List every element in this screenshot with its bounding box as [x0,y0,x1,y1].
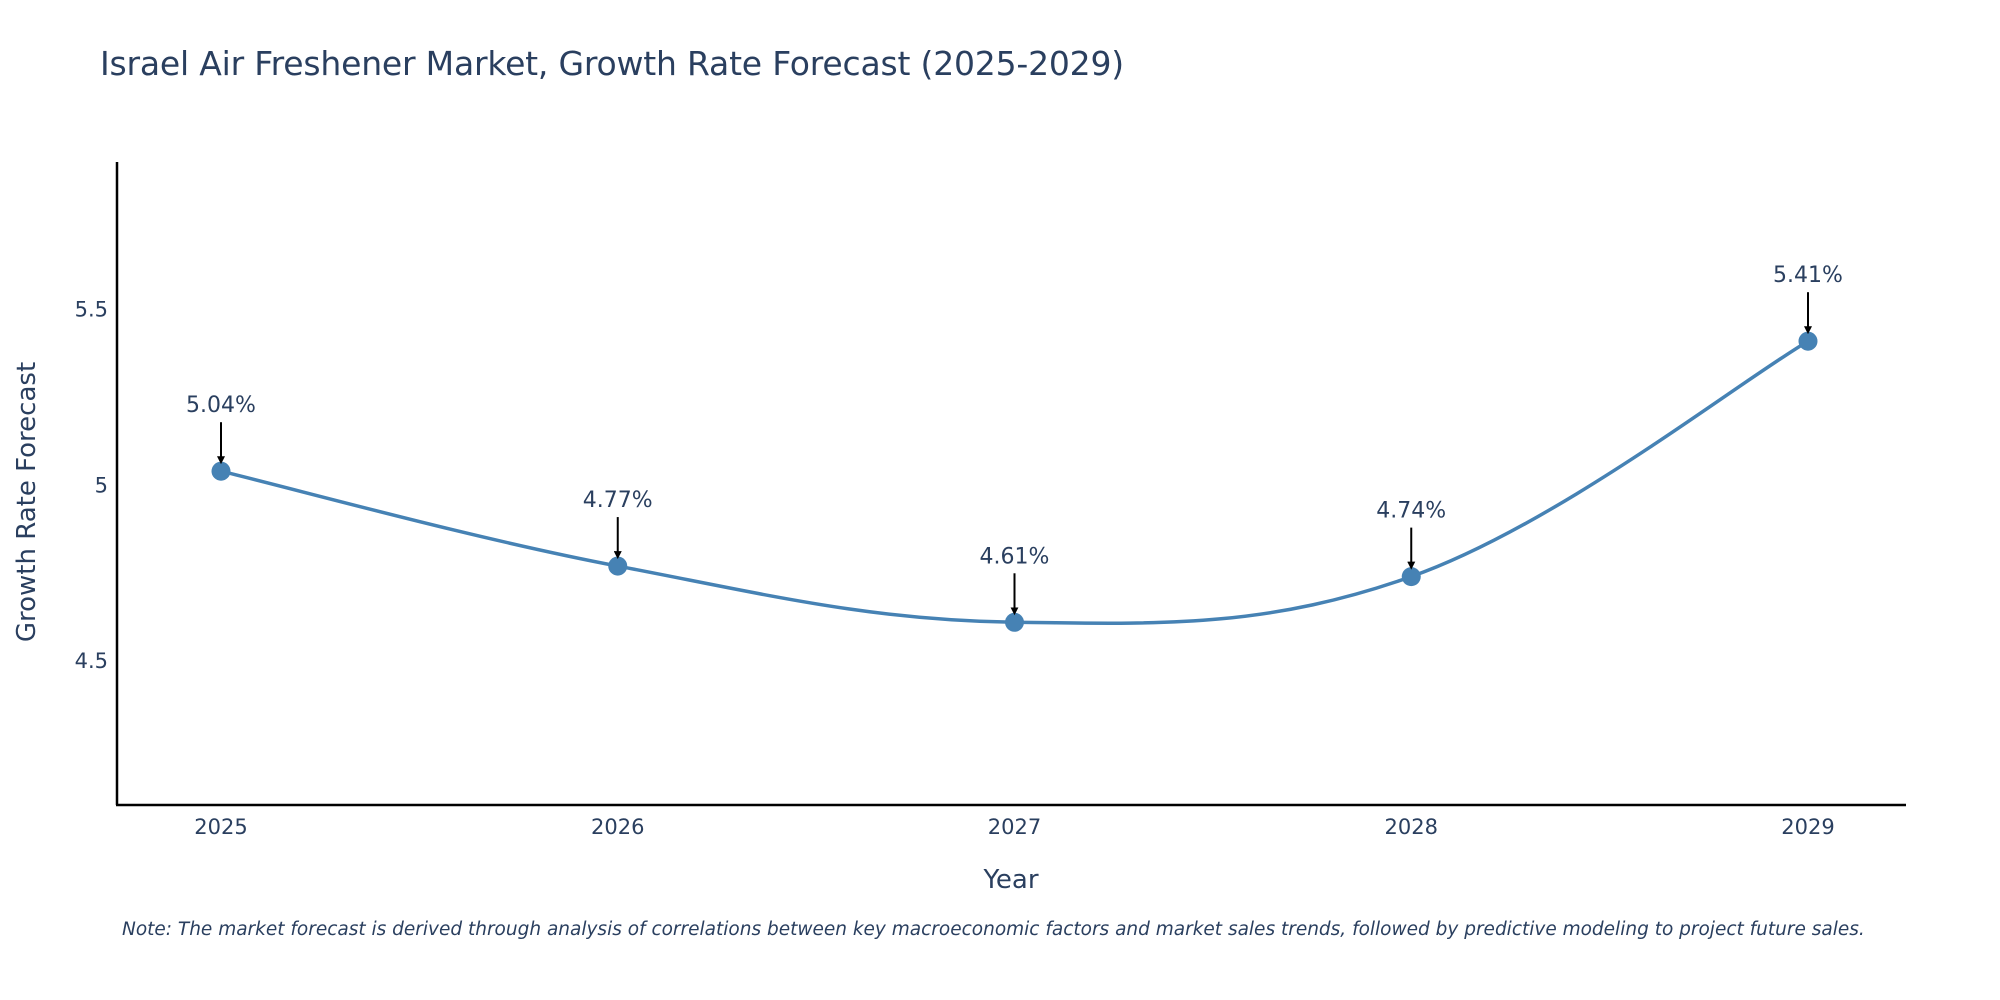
x-axis-title: Year [982,865,1038,895]
x-tick-label: 2027 [988,815,1041,839]
data-label: 4.61% [980,544,1050,569]
y-tick-label: 5 [95,473,108,497]
x-tick-label: 2028 [1385,815,1438,839]
data-label: 4.74% [1376,499,1446,524]
x-tick-label: 2025 [194,815,247,839]
data-label: 5.04% [186,393,256,418]
data-point [1798,331,1818,351]
y-tick-label: 4.5 [75,649,108,673]
data-point [1401,567,1421,587]
chart-note: Note: The market forecast is derived thr… [122,919,1865,940]
data-label: 5.41% [1773,263,1843,288]
chart-title: Israel Air Freshener Market, Growth Rate… [100,44,1124,83]
data-label: 4.77% [583,488,653,513]
data-point [211,461,231,481]
x-tick-label: 2029 [1781,815,1834,839]
data-point [608,556,628,576]
y-axis-title: Growth Rate Forecast [12,362,42,642]
data-point [1005,612,1024,632]
x-tick-label: 2026 [591,815,644,839]
y-tick-label: 5.5 [75,298,108,322]
